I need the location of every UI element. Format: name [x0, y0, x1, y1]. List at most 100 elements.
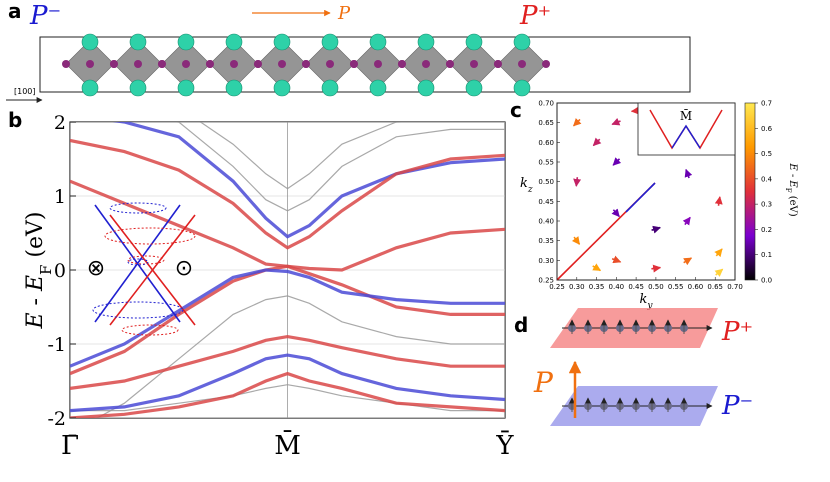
spin-arrow — [612, 157, 622, 166]
y-tick-label: 0.60 — [538, 139, 554, 147]
o-atom — [230, 60, 238, 68]
band-line — [199, 122, 401, 190]
o-atom — [86, 60, 94, 68]
x-tick-label: 0.60 — [688, 283, 704, 291]
y-tick-label: 2 — [54, 112, 66, 134]
o-atom — [326, 60, 334, 68]
cation — [369, 79, 387, 97]
panel-label: b — [8, 108, 22, 132]
inset-blue — [671, 124, 701, 149]
spin-arrow — [573, 177, 582, 187]
spin-arrow — [651, 264, 662, 273]
o-atom — [374, 60, 382, 68]
o-atom — [254, 60, 262, 68]
band-line — [70, 138, 505, 250]
cell-outline — [39, 36, 691, 93]
o-atom — [446, 60, 454, 68]
spin-arrow — [611, 117, 621, 126]
y-tick-label: 0.70 — [538, 100, 554, 108]
x-tick-label: Ȳ — [495, 430, 514, 461]
band-line — [70, 353, 505, 413]
dirac-inset — [92, 202, 196, 336]
o-atom — [110, 60, 118, 68]
x-tick-label: 0.25 — [549, 283, 565, 291]
colorbar-tick-label: 0.7 — [761, 100, 772, 108]
y-tick-label: 0.35 — [538, 237, 554, 245]
spin-arrow — [714, 268, 724, 277]
colorbar-tick-label: 0.6 — [761, 125, 773, 133]
cation — [177, 33, 195, 51]
y-tick-label: 0.25 — [538, 277, 554, 285]
colorbar-label: E - EF (eV) — [784, 162, 798, 216]
x-tick-label: Γ̄ — [61, 431, 79, 461]
o-atom — [134, 60, 142, 68]
y-tick-label: 0.40 — [538, 218, 554, 226]
o-atom — [278, 60, 286, 68]
band-line — [70, 371, 505, 418]
o-atom — [422, 60, 430, 68]
colorbar-tick-label: 0.0 — [761, 277, 772, 285]
x-tick-label: 0.65 — [707, 283, 723, 291]
y-axis-label: kz — [520, 176, 533, 195]
spin-out-symbol: ⊙ — [175, 256, 193, 281]
x-tick-label: 0.35 — [589, 283, 605, 291]
spin-arrow — [571, 236, 581, 245]
spin-arrow — [592, 137, 602, 147]
polarization-right: P⁺ — [519, 1, 551, 31]
cation — [417, 33, 435, 51]
panel-label: d — [514, 313, 528, 337]
cation — [417, 79, 435, 97]
panel-label: c — [510, 98, 522, 122]
band-line — [176, 122, 505, 212]
y-tick-label: 1 — [54, 186, 66, 208]
polarization-label: P — [337, 3, 351, 24]
spin-arrow — [611, 208, 620, 218]
cation — [225, 33, 243, 51]
plane-bottom-label: P⁻ — [721, 391, 753, 421]
o-atom — [62, 60, 70, 68]
inset-label: M̄ — [680, 108, 692, 123]
o-atom — [470, 60, 478, 68]
x-tick-label: 0.70 — [727, 283, 743, 291]
spin-arrow — [684, 168, 693, 179]
cation — [81, 33, 99, 51]
x-tick-label: 0.40 — [609, 283, 625, 291]
cation — [273, 33, 291, 51]
y-tick-label: -1 — [47, 334, 66, 356]
x-tick-label: M̄ — [274, 429, 301, 461]
bands — [70, 122, 505, 418]
y-tick-label: 0.30 — [538, 257, 554, 265]
y-tick-label: -2 — [47, 408, 66, 430]
y-axis-label: E - EF (eV) — [23, 211, 55, 329]
colorbar-tick-label: 0.4 — [761, 175, 773, 183]
o-atom — [542, 60, 550, 68]
colorbar — [744, 102, 756, 281]
colorbar-tick-label: 0.2 — [761, 226, 772, 234]
y-tick-label: 0.50 — [538, 178, 554, 186]
spin-arrow — [714, 248, 723, 258]
x-tick-label: 0.55 — [668, 283, 684, 291]
x-tick-label: 0.30 — [569, 283, 585, 291]
x-tick-label: 0.50 — [648, 283, 664, 291]
colorbar-tick-label: 0.3 — [761, 201, 772, 209]
o-atom — [494, 60, 502, 68]
spin-arrow — [682, 216, 691, 226]
o-atom — [398, 60, 406, 68]
cation — [81, 79, 99, 97]
polarization-left: P⁻ — [29, 1, 61, 31]
y-tick-label: 0.45 — [538, 198, 554, 206]
x-axis-label: ky — [640, 292, 654, 311]
structure-panel — [39, 33, 691, 97]
y-tick-label: 0.55 — [538, 159, 554, 167]
o-atom — [206, 60, 214, 68]
cation — [513, 33, 531, 51]
direction-label: [100] — [14, 87, 36, 96]
path-blue — [625, 182, 656, 213]
spin-in-symbol: ⊗ — [87, 256, 105, 281]
x-tick-label: 0.45 — [628, 283, 644, 291]
polarization-label: P — [533, 366, 554, 399]
band-line — [70, 264, 505, 376]
colorbar-tick-label: 0.1 — [761, 251, 772, 259]
spin-arrow — [592, 263, 602, 272]
